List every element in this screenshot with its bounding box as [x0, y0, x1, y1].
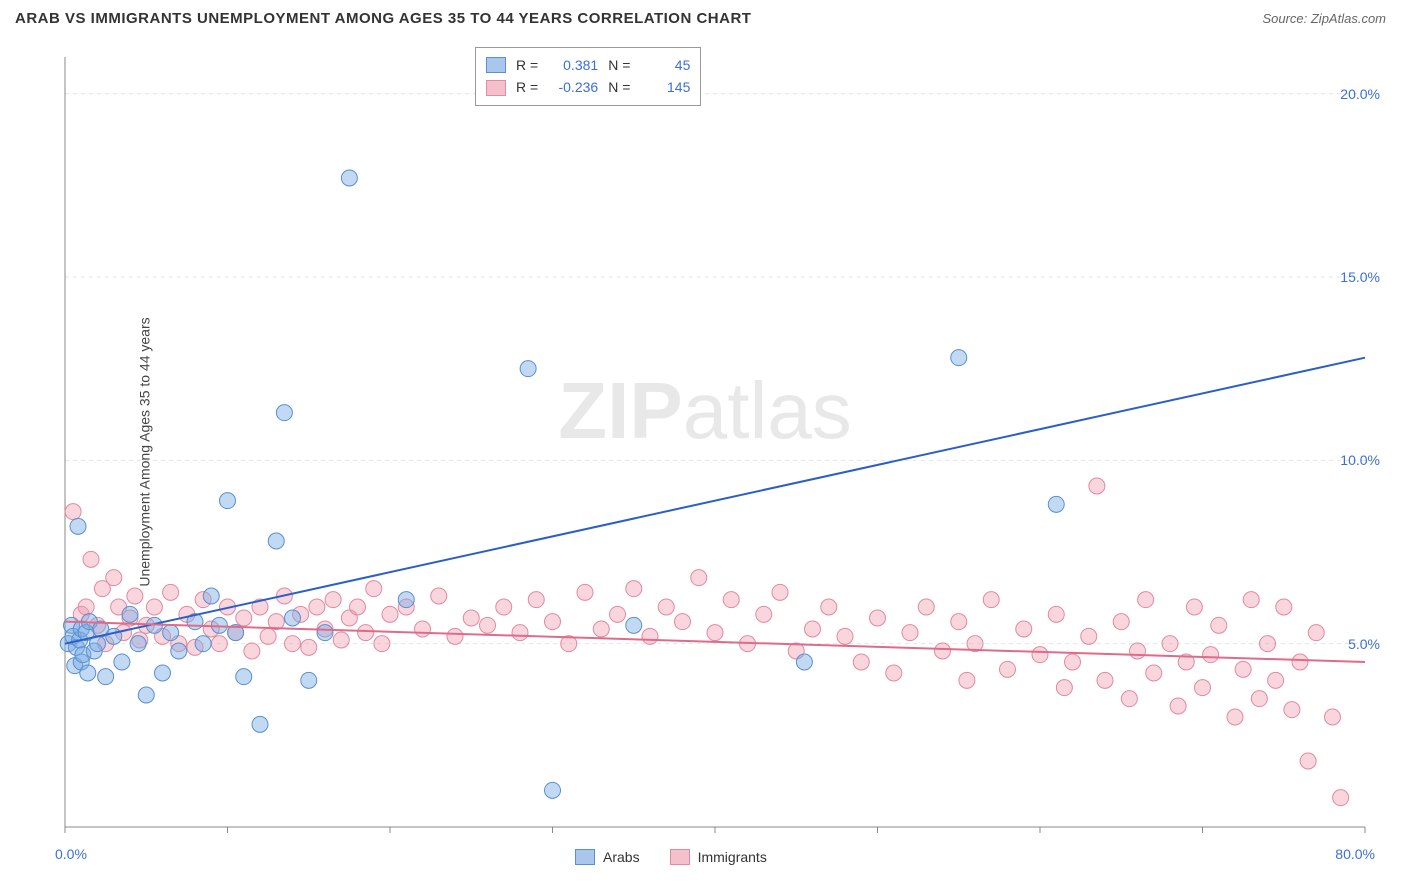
swatch-immigrants — [670, 849, 690, 865]
stats-row-arabs: R = 0.381 N = 45 — [486, 54, 690, 76]
swatch-arabs — [486, 57, 506, 73]
x-axis-max-label: 80.0% — [1335, 846, 1375, 862]
legend-item-immigrants: Immigrants — [670, 849, 767, 865]
stats-row-immigrants: R = -0.236 N = 145 — [486, 76, 690, 98]
n-value-immigrants: 145 — [640, 76, 690, 98]
swatch-immigrants — [486, 80, 506, 96]
n-value-arabs: 45 — [640, 54, 690, 76]
scatter-plot-svg — [45, 37, 1385, 837]
r-label: R = — [516, 76, 538, 98]
r-value-immigrants: -0.236 — [548, 76, 598, 98]
n-label: N = — [608, 54, 630, 76]
r-label: R = — [516, 54, 538, 76]
x-axis-min-label: 0.0% — [55, 846, 87, 862]
legend-item-arabs: Arabs — [575, 849, 640, 865]
y-tick-label: 15.0% — [1340, 269, 1380, 285]
n-label: N = — [608, 76, 630, 98]
legend-label-arabs: Arabs — [603, 849, 640, 865]
r-value-arabs: 0.381 — [548, 54, 598, 76]
source-attribution: Source: ZipAtlas.com — [1262, 11, 1386, 26]
swatch-arabs — [575, 849, 595, 865]
y-tick-label: 20.0% — [1340, 86, 1380, 102]
series-legend: Arabs Immigrants — [575, 849, 767, 865]
stats-legend: R = 0.381 N = 45 R = -0.236 N = 145 — [475, 47, 701, 106]
chart-container: Unemployment Among Ages 35 to 44 years Z… — [15, 37, 1395, 867]
legend-label-immigrants: Immigrants — [698, 849, 767, 865]
chart-title: ARAB VS IMMIGRANTS UNEMPLOYMENT AMONG AG… — [15, 10, 751, 27]
y-tick-label: 10.0% — [1340, 452, 1380, 468]
y-tick-label: 5.0% — [1348, 636, 1380, 652]
